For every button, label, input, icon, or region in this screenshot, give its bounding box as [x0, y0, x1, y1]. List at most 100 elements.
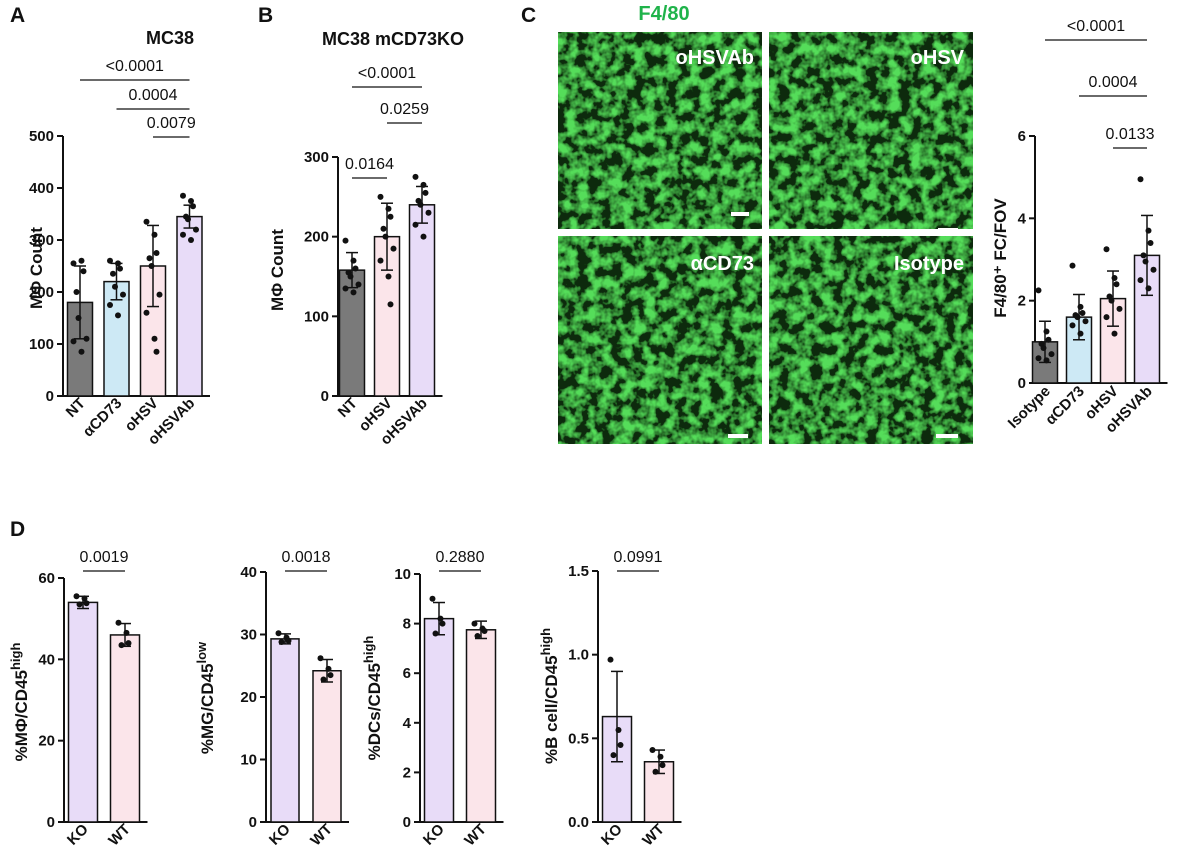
data-point — [1103, 246, 1110, 253]
y-tick-label: 4 — [403, 715, 412, 732]
data-point — [118, 642, 125, 649]
y-axis-label-sup: high — [538, 628, 553, 655]
scale-bar-1 — [731, 212, 749, 216]
y-axis-label: MΦ Count — [27, 227, 46, 309]
data-point — [83, 335, 90, 342]
data-point — [125, 640, 132, 647]
data-point — [80, 268, 87, 275]
data-point — [278, 639, 285, 645]
data-point — [481, 628, 488, 635]
y-tick-label: 1.0 — [568, 647, 589, 664]
y-axis-label: MΦ Count — [268, 229, 287, 311]
data-point — [143, 309, 150, 316]
data-point — [350, 289, 357, 296]
data-point — [1145, 285, 1152, 292]
data-point — [146, 255, 153, 262]
bar-cd73 — [103, 280, 130, 397]
bar-ko — [423, 617, 455, 823]
data-point — [387, 213, 394, 220]
data-point — [1147, 240, 1154, 247]
data-point — [117, 265, 123, 272]
data-point — [390, 245, 397, 252]
data-point — [412, 173, 419, 180]
chart-d1: 0 20 40 60 %MΦ/CD45high KO WT 0.0019 — [8, 549, 148, 849]
p-value-label: 0.0164 — [345, 156, 394, 173]
category-label-ko: KO — [64, 821, 92, 849]
micro-tile-ohsvab — [558, 32, 762, 229]
data-point — [1045, 336, 1052, 343]
bar-ohsv — [1099, 297, 1127, 384]
data-point — [382, 233, 389, 240]
data-point — [412, 221, 419, 228]
micro-label-ohsvab: oHSVAb — [675, 47, 754, 69]
p-value-label: 0.0079 — [147, 115, 196, 132]
category-label-wt: WT — [307, 821, 336, 850]
data-point — [417, 201, 424, 208]
data-point — [156, 291, 163, 298]
y-tick-label: 300 — [304, 149, 329, 166]
category-label-cd73: αCD73 — [80, 395, 126, 441]
category-label-nt: NT — [335, 395, 361, 421]
data-point — [73, 593, 80, 600]
category-label-ko: KO — [420, 821, 448, 849]
category-label-ko: KO — [266, 821, 294, 849]
data-point — [107, 257, 113, 264]
y-tick-label: 200 — [29, 284, 54, 301]
p-value-label: 0.0259 — [380, 101, 429, 118]
data-point — [422, 189, 429, 196]
data-point — [1140, 252, 1147, 259]
data-point — [110, 270, 116, 277]
category-label-cd73: αCD73 — [1042, 383, 1088, 429]
y-tick-label: 6 — [403, 665, 411, 682]
chart-d2: 0 10 20 30 40 %MG/CD45low KO WT 0.0018 — [194, 549, 349, 849]
micro-tile-acd73 — [558, 236, 762, 444]
data-point — [1108, 297, 1115, 304]
p-value-label: 0.0004 — [129, 87, 178, 104]
bar-wt — [312, 670, 342, 823]
data-point — [342, 237, 349, 244]
data-point — [617, 742, 624, 749]
data-point — [1137, 277, 1144, 284]
data-point — [325, 665, 332, 672]
data-point — [1043, 357, 1050, 364]
y-tick-label: 0 — [403, 814, 411, 831]
data-point — [385, 273, 392, 280]
category-label-wt: WT — [105, 821, 134, 850]
microscopy-panel: F4/80 oHSVAb oHSV αCD73 Isotype — [558, 3, 973, 444]
p-value-label: <0.0001 — [1067, 18, 1125, 35]
y-tick-label: 1.5 — [568, 563, 589, 580]
microscopy-title: F4/80 — [638, 3, 689, 25]
y-tick-label: 300 — [29, 232, 54, 249]
data-point — [153, 250, 160, 256]
data-point — [76, 601, 83, 608]
y-axis-label: %DCs/CD45high — [361, 636, 384, 761]
data-point — [73, 289, 80, 295]
data-point — [1111, 330, 1118, 337]
bar-ohsvab — [408, 204, 436, 397]
bar-ko — [67, 601, 99, 823]
data-point — [112, 283, 118, 290]
data-point — [123, 629, 130, 636]
data-point — [75, 315, 82, 321]
y-tick-label: 0 — [321, 388, 329, 405]
y-tick-label: 500 — [29, 128, 54, 145]
data-point — [387, 301, 394, 308]
data-point — [1048, 351, 1055, 358]
y-tick-label: 4 — [1018, 210, 1027, 227]
micro-label-isotype: Isotype — [894, 253, 964, 275]
data-point — [81, 595, 88, 602]
y-tick-label: 0 — [1018, 375, 1026, 392]
data-point — [115, 312, 121, 319]
p-value-label: 0.0991 — [614, 549, 663, 566]
panel-letter-c: C — [521, 4, 536, 27]
y-axis-label-main: %MΦ/CD45 — [12, 670, 31, 761]
data-point — [420, 181, 427, 188]
category-label-wt: WT — [639, 821, 668, 850]
y-axis-label: %MG/CD45low — [194, 641, 217, 754]
data-point — [437, 615, 444, 622]
data-point — [1111, 275, 1118, 282]
y-tick-label: 40 — [240, 564, 257, 581]
y-tick-label: 0 — [47, 814, 55, 831]
y-tick-label: 0.5 — [568, 730, 589, 747]
